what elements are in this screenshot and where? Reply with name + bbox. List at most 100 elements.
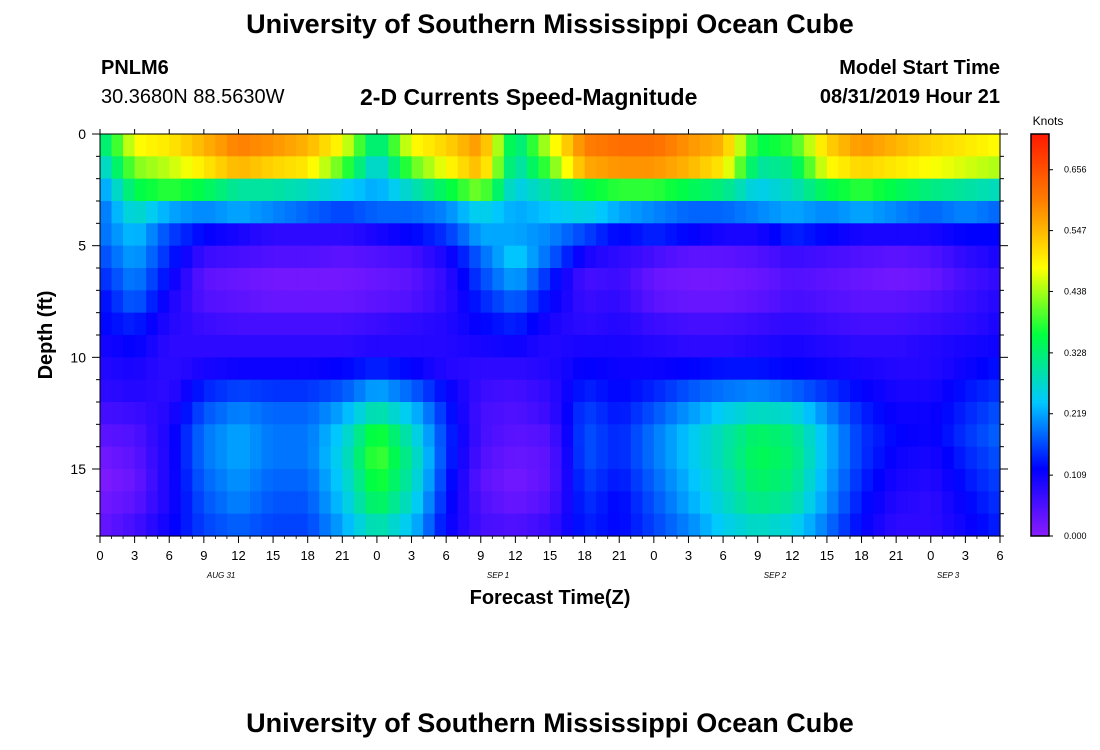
heatmap-cell	[169, 290, 182, 314]
heatmap-cell	[723, 245, 736, 269]
heatmap-cell	[861, 178, 874, 202]
heatmap-cell	[273, 201, 286, 224]
heatmap-cell	[134, 134, 147, 157]
heatmap-cell	[826, 312, 840, 336]
heatmap-cell	[976, 469, 990, 492]
heatmap-cell	[607, 178, 620, 202]
heatmap-cell	[342, 178, 355, 202]
heatmap-cell	[630, 379, 643, 403]
heatmap-cell	[100, 178, 113, 202]
heatmap-cell	[169, 312, 182, 336]
heatmap-cell	[953, 424, 966, 448]
heatmap-cell	[665, 446, 678, 470]
heatmap-cell	[561, 446, 574, 470]
y-tick-label: 0	[78, 126, 86, 142]
heatmap-cell	[919, 446, 932, 470]
heatmap-cell	[861, 156, 874, 180]
heatmap-cell	[792, 134, 805, 157]
heatmap-cell	[607, 223, 620, 247]
heatmap-cell	[180, 156, 193, 180]
heatmap-cell	[665, 335, 678, 358]
heatmap-cell	[619, 469, 632, 492]
heatmap-cell	[342, 446, 355, 470]
heatmap-cell	[157, 513, 170, 537]
heatmap-cell	[503, 156, 516, 180]
heatmap-cell	[619, 134, 632, 157]
heatmap-cell	[723, 201, 736, 224]
heatmap-cell	[480, 134, 493, 157]
heatmap-cell	[596, 446, 609, 470]
heatmap-cell	[388, 290, 401, 314]
heatmap-cell	[919, 357, 932, 381]
heatmap-cell	[619, 491, 632, 515]
x-tick-label: 15	[543, 548, 557, 563]
heatmap-cell	[123, 312, 136, 336]
heatmap-cell	[307, 357, 320, 381]
heatmap-cell	[734, 156, 747, 180]
x-tick-label: 21	[335, 548, 349, 563]
heatmap-cell	[169, 178, 182, 202]
heatmap-cell	[561, 201, 574, 224]
heatmap-cell	[526, 201, 540, 224]
heatmap-cell	[584, 446, 597, 470]
heatmap-cell	[423, 223, 436, 247]
heatmap-cell	[273, 469, 286, 492]
heatmap-cell	[203, 402, 216, 425]
heatmap-cell	[942, 201, 955, 224]
x-tick-label: 18	[577, 548, 591, 563]
heatmap-cell	[573, 290, 586, 314]
heatmap-cell	[700, 245, 713, 269]
heatmap-cell	[607, 134, 620, 157]
heatmap-cell	[400, 513, 413, 537]
heatmap-cell	[480, 290, 493, 314]
heatmap-cell	[850, 134, 863, 157]
heatmap-cell	[180, 223, 193, 247]
heatmap-cell	[896, 201, 909, 224]
heatmap-cell	[596, 379, 609, 403]
heatmap-cell	[815, 513, 828, 537]
heatmap-cell	[838, 491, 851, 515]
heatmap-cell	[630, 402, 643, 425]
heatmap-cell	[723, 268, 736, 291]
heatmap-cell	[526, 268, 540, 291]
heatmap-cell	[180, 513, 193, 537]
heatmap-cell	[215, 268, 228, 291]
heatmap-cell	[503, 134, 516, 157]
heatmap-cell	[711, 268, 724, 291]
heatmap-cell	[953, 156, 966, 180]
heatmap-cell	[700, 469, 713, 492]
heatmap-cell	[550, 491, 563, 515]
heatmap-cell	[746, 379, 759, 403]
heatmap-cell	[250, 379, 263, 403]
heatmap-cell	[215, 469, 228, 492]
heatmap-cell	[169, 245, 182, 269]
heatmap-cell	[365, 379, 378, 403]
heatmap-cell	[550, 134, 563, 157]
heatmap-cell	[100, 379, 113, 403]
heatmap-cell	[573, 134, 586, 157]
heatmap-cell	[526, 357, 540, 381]
heatmap-cell	[273, 245, 286, 269]
heatmap-cell	[596, 312, 609, 336]
heatmap-cell	[376, 379, 390, 403]
heatmap-cell	[930, 469, 943, 492]
heatmap-cell	[457, 335, 470, 358]
heatmap-cell	[250, 335, 263, 358]
heatmap-cell	[503, 201, 516, 224]
heatmap-cell	[861, 245, 874, 269]
heatmap-cell	[261, 402, 274, 425]
heatmap-cell	[676, 178, 690, 202]
heatmap-cell	[238, 134, 251, 157]
heatmap-cell	[584, 201, 597, 224]
heatmap-cell	[723, 469, 736, 492]
heatmap-cell	[388, 424, 401, 448]
heatmap-cell	[273, 290, 286, 314]
heatmap-cell	[134, 469, 147, 492]
heatmap-cell	[492, 491, 505, 515]
heatmap-cell	[688, 335, 701, 358]
heatmap-cell	[653, 402, 666, 425]
heatmap-cell	[111, 469, 124, 492]
heatmap-cell	[469, 178, 482, 202]
heatmap-cell	[146, 491, 159, 515]
heatmap-cell	[942, 156, 955, 180]
